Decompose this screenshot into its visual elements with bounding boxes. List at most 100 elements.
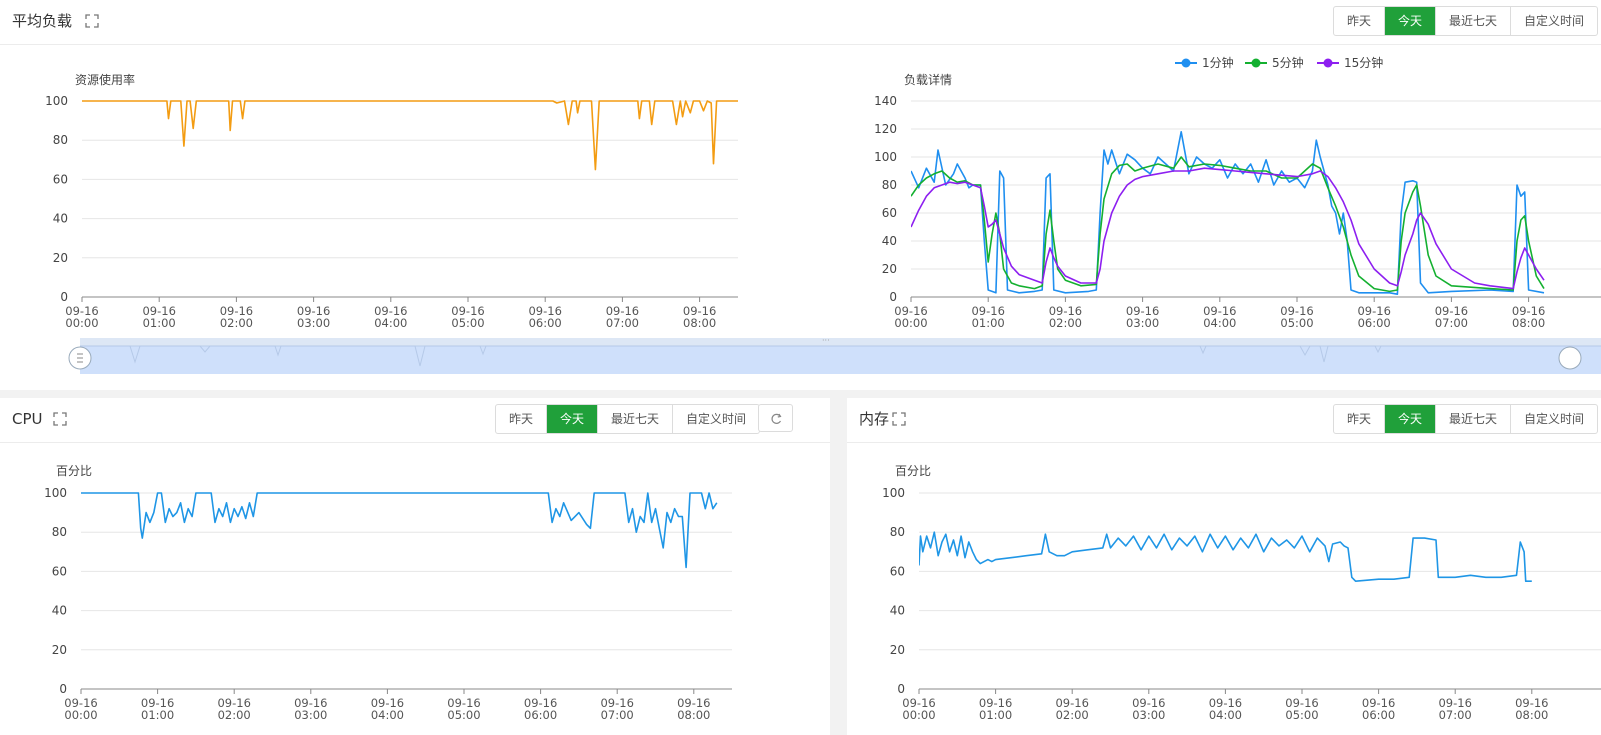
x-tick-label-date: 09-16 [677,696,710,710]
x-tick-label-date: 09-16 [524,696,557,710]
x-tick-label-date: 09-16 [447,696,480,710]
x-tick-label-time: 00:00 [65,316,98,330]
x-tick-label-time: 06:00 [529,316,562,330]
btn-custom-time[interactable]: 自定义时间 [1524,14,1585,28]
x-tick-label-date: 09-16 [220,304,253,318]
x-tick-label-date: 09-16 [971,304,1004,318]
memory-date-buttons: 昨天 今天 最近七天 自定义时间 [1333,404,1599,434]
x-tick-label-date: 09-16 [1285,696,1318,710]
x-tick-label-time: 08:00 [683,316,716,330]
legend-label[interactable]: 15分钟 [1344,55,1383,70]
x-tick-label-date: 09-16 [600,696,633,710]
zoom-selection[interactable] [80,346,1601,374]
x-tick-label-date: 09-16 [371,696,404,710]
zoom-right-handle-circle[interactable] [1558,346,1582,370]
x-tick-label-date: 09-16 [217,696,250,710]
memory-panel-title: 内存 [859,410,890,428]
series-line-5分钟 [911,156,1545,293]
x-tick-label-time: 06:00 [1358,316,1391,330]
x-tick-label-time: 03:00 [1126,316,1159,330]
legend-marker[interactable] [1323,58,1333,68]
btn-yesterday[interactable]: 昨天 [1334,405,1386,433]
y-tick-label: 60 [890,564,905,578]
x-tick-label-date: 09-16 [1515,696,1548,710]
x-tick-label-date: 09-16 [1280,304,1313,318]
x-tick-label-date: 09-16 [1055,696,1088,710]
y-tick-label: 80 [882,178,897,192]
fullscreen-icon[interactable] [892,412,906,426]
x-tick-label-time: 06:00 [1362,708,1395,722]
x-tick-label-time: 06:00 [524,708,557,722]
x-tick-label-time: 01:00 [972,316,1005,330]
y-tick-label: 0 [897,682,905,696]
data-zoom-slider[interactable]: ··· [0,0,1601,390]
series-line-usage [82,100,738,171]
x-tick-label-date: 09-16 [1512,304,1545,318]
x-tick-label-time: 04:00 [371,708,404,722]
btn-last-seven-days[interactable]: 最近七天 [598,405,674,433]
cpu-chart: 020406080100百分比09-1600:0009-1601:0009-16… [44,464,732,722]
x-tick-label-date: 09-16 [1049,304,1082,318]
legend-marker[interactable] [1181,58,1191,68]
axis-name: 负载详情 [904,72,952,87]
zoom-grip-icon [77,353,83,363]
fullscreen-icon[interactable] [85,14,99,28]
x-tick-label-date: 09-16 [1357,304,1390,318]
x-tick-label-date: 09-16 [1132,696,1165,710]
x-tick-label-date: 09-16 [683,304,716,318]
x-tick-label-time: 08:00 [1515,708,1548,722]
y-tick-label: 140 [874,94,897,108]
axis-name: 资源使用率 [75,72,135,87]
fullscreen-icon[interactable] [53,412,67,426]
x-tick-label-time: 04:00 [374,316,407,330]
x-tick-label-time: 00:00 [64,708,97,722]
btn-yesterday[interactable]: 昨天 [496,405,548,433]
memory-panel-header: 内存 昨天 今天 最近七天 自定义时间 [847,398,1601,443]
btn-today[interactable]: 今天 [1385,405,1437,433]
x-tick-label-time: 07:00 [1439,708,1472,722]
x-tick-label-date: 09-16 [528,304,561,318]
zoom-shadow-line [80,345,1601,367]
x-tick-label-time: 07:00 [1435,316,1468,330]
x-tick-label-time: 07:00 [601,708,634,722]
x-tick-label-date: 09-16 [1209,696,1242,710]
memory-panel: 内存 昨天 今天 最近七天 自定义时间 0 20 40 60 80 100 百分比 09-16… [847,398,1601,735]
y-tick-label: 60 [53,172,68,186]
refresh-button[interactable] [758,404,793,432]
zoom-right-handle[interactable] [1558,346,1582,370]
zoom-top-marker: ··· [822,336,830,345]
series-line-mem [919,531,1532,582]
x-tick-label-time: 01:00 [143,316,176,330]
x-tick-label-time: 04:00 [1203,316,1236,330]
x-tick-label-date: 09-16 [606,304,639,318]
x-tick-label-time: 02:00 [218,708,251,722]
btn-today[interactable]: 今天 [1385,7,1437,35]
x-tick-label-date: 09-16 [141,696,174,710]
legend-label[interactable]: 1分钟 [1202,55,1234,70]
x-tick-label-time: 02:00 [1056,708,1089,722]
btn-custom-time[interactable]: 自定义时间 [1524,412,1585,426]
btn-custom-time[interactable]: 自定义时间 [686,412,747,426]
x-tick-label-time: 08:00 [677,708,710,722]
x-tick-label-time: 05:00 [447,708,480,722]
zoom-left-handle[interactable] [68,346,92,370]
load-panel-header: 平均负载 昨天 今天 最近七天 自定义时间 [0,0,1601,45]
btn-last-seven-days[interactable]: 最近七天 [1436,405,1512,433]
y-tick-label: 80 [890,525,905,539]
btn-today[interactable]: 今天 [547,405,599,433]
btn-last-seven-days[interactable]: 最近七天 [1436,7,1512,35]
btn-yesterday[interactable]: 昨天 [1334,7,1386,35]
y-tick-label: 60 [882,206,897,220]
usage-chart: 020406080100资源使用率09-1600:0009-1601:0009-… [45,72,738,330]
x-tick-label-time: 05:00 [451,316,484,330]
series-line-cpu [81,492,718,569]
x-tick-label-date: 09-16 [1203,304,1236,318]
y-tick-label: 20 [890,643,905,657]
legend-marker[interactable] [1251,58,1261,68]
x-tick-label-date: 09-16 [979,696,1012,710]
x-tick-label-date: 09-16 [894,304,927,318]
legend-label[interactable]: 5分钟 [1272,55,1304,70]
load-panel: 平均负载 昨天 今天 最近七天 自定义时间 0 20 40 60 80 100 资源使用率 0… [0,0,1601,390]
x-tick-label-date: 09-16 [65,304,98,318]
x-tick-label-time: 03:00 [1132,708,1165,722]
